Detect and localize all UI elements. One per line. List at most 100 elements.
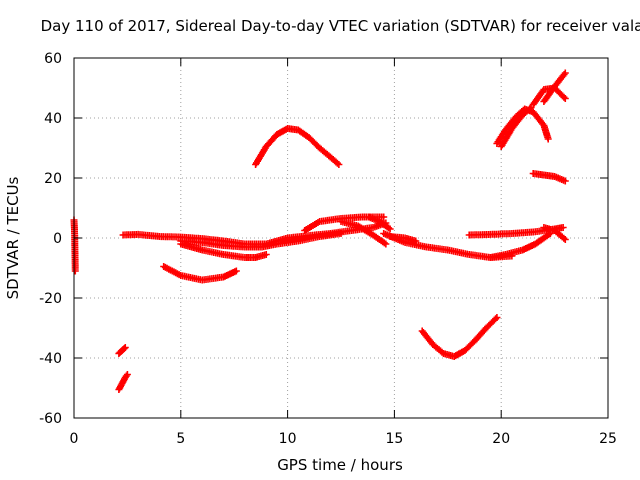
data-point: [305, 230, 332, 240]
x-tick-label: 25: [599, 431, 617, 447]
data-point: [262, 132, 280, 150]
x-tick-label: 5: [176, 431, 185, 447]
series-arc-8: [252, 125, 343, 168]
x-axis-label: GPS time / hours: [277, 456, 403, 474]
data-point: [412, 237, 420, 245]
data-series: [70, 69, 569, 393]
data-point: [134, 230, 161, 240]
x-tick-label: 10: [279, 431, 297, 447]
series-arc-19: [529, 170, 569, 185]
data-point: [335, 161, 343, 168]
data-point: [220, 251, 247, 261]
series-arc-5: [160, 263, 240, 284]
data-point: [354, 222, 375, 238]
series-arc-13: [386, 233, 420, 245]
y-tick-label: 20: [44, 171, 62, 187]
data-point: [375, 218, 393, 232]
series-arc-1: [70, 216, 79, 275]
data-point: [487, 230, 514, 238]
data-point: [465, 251, 493, 261]
data-point: [561, 236, 569, 243]
y-tick-label: -40: [39, 351, 62, 367]
data-point: [472, 325, 489, 344]
data-point: [121, 372, 130, 381]
series-arc-2: [115, 344, 129, 357]
data-point: [198, 239, 226, 249]
data-point: [177, 272, 204, 284]
data-point: [305, 134, 322, 151]
data-point: [540, 84, 557, 105]
data-point: [561, 177, 569, 185]
data-point: [177, 237, 204, 246]
series-arc-17: [493, 105, 552, 147]
data-point: [551, 71, 568, 90]
data-point: [502, 114, 519, 134]
data-point: [326, 227, 354, 237]
series-arc-21: [540, 69, 569, 105]
data-point: [386, 225, 394, 233]
data-point: [121, 344, 129, 351]
data-point: [220, 242, 247, 251]
data-point: [316, 230, 343, 240]
data-point: [232, 267, 240, 275]
series-arc-3: [115, 371, 131, 393]
data-point: [493, 128, 508, 147]
x-tick-label: 15: [385, 431, 403, 447]
series-arc-14: [418, 314, 501, 360]
data-point: [284, 232, 311, 242]
x-tick-label: 20: [492, 431, 510, 447]
data-point: [294, 126, 311, 140]
data-point: [198, 273, 226, 284]
data-point: [160, 263, 183, 279]
data-point: [422, 243, 450, 254]
data-point: [559, 224, 567, 231]
series-arc-10: [337, 218, 390, 248]
data-point: [401, 239, 428, 251]
data-point: [316, 144, 333, 160]
data-point: [118, 345, 128, 354]
data-point: [508, 113, 525, 132]
y-tick-label: 40: [44, 111, 62, 127]
data-point: [529, 108, 547, 128]
data-point: [461, 337, 478, 354]
data-point: [561, 95, 569, 102]
data-point: [71, 267, 79, 275]
y-tick-label: 0: [53, 231, 62, 247]
data-point: [273, 237, 300, 248]
data-point: [252, 144, 269, 168]
axis-ticks: 0 5 10 15 20 25 -60 -40 -20 0 20 40 60: [39, 51, 617, 447]
data-point: [429, 341, 446, 356]
data-point: [465, 231, 493, 239]
series-arc-22: [540, 224, 569, 243]
data-point: [198, 235, 226, 245]
data-point: [544, 135, 552, 143]
data-point: [337, 230, 345, 237]
data-point: [529, 87, 547, 108]
y-tick-label: -20: [39, 291, 62, 307]
data-point: [450, 347, 467, 360]
data-point: [155, 233, 183, 241]
data-point: [497, 126, 515, 150]
data-point: [369, 231, 388, 247]
series-arc-6: [177, 240, 270, 261]
x-tick-label: 0: [70, 431, 79, 447]
data-point: [198, 246, 226, 258]
y-axis-label: SDTVAR / TECUs: [4, 176, 22, 299]
data-point: [294, 233, 322, 245]
series-arc-7: [177, 230, 345, 251]
data-point: [301, 219, 322, 234]
y-tick-label: -60: [39, 411, 62, 427]
chart-title: Day 110 of 2017, Sidereal Day-to-day VTE…: [41, 17, 640, 35]
data-point: [444, 246, 471, 258]
data-point: [177, 233, 204, 242]
data-point: [531, 235, 546, 248]
data-point: [71, 230, 79, 273]
data-point: [540, 231, 553, 242]
data-point: [382, 240, 390, 248]
data-point: [493, 314, 501, 321]
data-point: [551, 227, 568, 242]
data-point: [519, 105, 534, 119]
data-point: [115, 348, 125, 357]
data-point: [380, 213, 388, 221]
